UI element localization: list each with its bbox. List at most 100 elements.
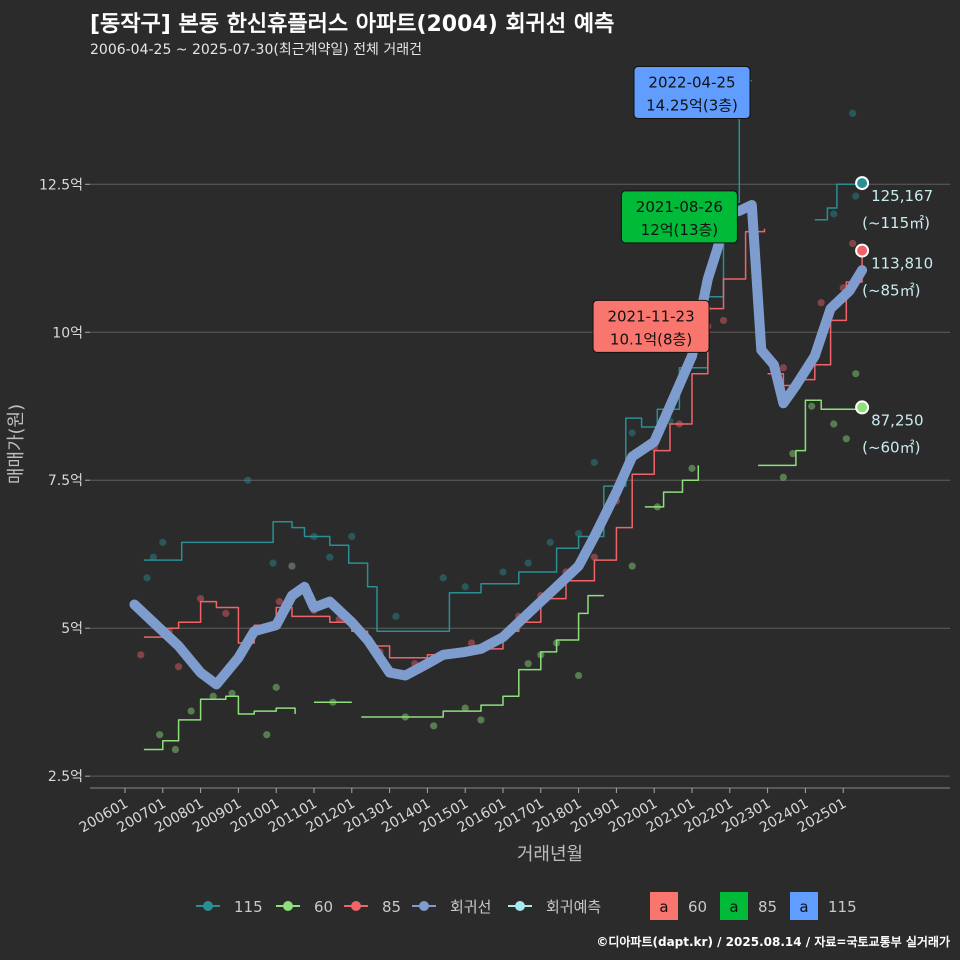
scatter-point-60 [628,562,636,570]
scatter-point-60 [228,689,236,697]
end-label-area: (~60㎡) [862,438,920,456]
end-marker [855,400,870,415]
scatter-point-115 [499,568,507,576]
series-line-115 [814,183,863,221]
scatter-point-115 [159,538,167,546]
end-marker [855,176,870,191]
legend-point-key [283,901,293,911]
legend-point-key [351,901,361,911]
y-tick-label: 12.5억 [39,177,83,193]
scatter-point-60 [842,435,850,443]
legend-label: 회귀예측 [546,898,601,916]
y-tick-label: 2.5억 [48,769,83,785]
legend-label-key [720,892,748,920]
end-label-area: (~115㎡) [862,214,930,232]
series-line-115 [143,79,752,632]
scatter-point-115 [830,210,838,218]
chart-subtitle: 2006-04-25 ~ 2025-07-30(최근계약일) 전체 거래건 [90,42,422,58]
scatter-point-85 [779,364,787,372]
scatter-point-115 [849,109,857,117]
annotation-date: 2021-08-26 [636,198,723,216]
regression-layer [129,200,868,690]
scatter-point-115 [590,458,598,467]
scatter-point-60 [524,660,532,668]
end-marker [855,243,870,258]
annotation-date: 2022-04-25 [648,74,735,92]
annotation-date: 2021-11-23 [607,307,694,325]
scatter-point-85 [137,651,145,659]
scatter-point-60 [209,692,217,700]
series-line-60 [758,399,863,467]
scatter-point-115 [269,559,277,567]
scatter-point-115 [143,574,151,582]
x-axis-title: 거래년월 [517,844,583,865]
scatter-point-115 [348,532,356,541]
legend-glyph: a [729,898,738,916]
scatter-point-115 [852,192,860,200]
legend-point-key [203,901,213,911]
legend-glyph: a [659,898,668,916]
scatter-point-60 [779,473,787,481]
legend-point-key [419,901,429,911]
scatter-point-60 [171,745,179,754]
scatter-point-85 [590,553,598,561]
legend-label: 85 [758,898,777,916]
scatter-point-85 [817,299,825,307]
scatter-point-85 [288,562,296,570]
scatter-point-60 [688,464,696,472]
axis-layer: 2.5억5억7.5억10억12.5억2006012007012008012009… [6,177,950,865]
scatter-point-60 [830,420,838,428]
end-label-area: (~85㎡) [862,282,920,300]
series-line-60 [143,695,296,751]
legend-label: 60 [688,898,707,916]
legend-label: 85 [382,898,401,916]
scatter-point-115 [149,553,157,561]
scatter-point-60 [575,671,583,680]
scatter-point-85 [197,595,205,603]
scatter-layer [137,109,860,754]
end-label-value: 113,810 [871,255,933,273]
scatter-point-60 [156,731,164,739]
y-axis-title: 매매가(원) [6,404,27,484]
annotation-value: 12억(13층) [641,221,718,239]
scatter-point-115 [524,559,532,567]
y-tick-label: 5억 [61,621,83,637]
chart-title: [동작구] 본동 한신휴플러스 아파트(2004) 회귀선 예측 [90,12,615,37]
legend-label-key [650,892,678,920]
scatter-point-60 [852,370,860,378]
scatter-point-115 [546,538,554,546]
scatter-point-115 [326,553,334,561]
annotation-box [592,299,710,353]
scatter-point-115 [392,612,400,620]
legend-point-key [515,901,525,911]
scatter-point-115 [461,583,469,591]
annotation-box [633,66,751,120]
scatter-point-115 [439,574,447,582]
series-layer [143,79,863,751]
annotation-value: 10.1억(8층) [610,330,692,348]
scatter-point-85 [222,609,230,617]
annotation-layer: 2022-04-25 14.25억(3층) 2021-08-26 12억(13층) 20… [592,66,933,456]
legend-glyph: a [799,898,808,916]
scatter-point-115 [575,529,583,538]
series-line-60 [361,594,604,718]
scatter-point-115 [628,429,636,437]
scatter-point-85 [849,239,857,248]
y-tick-label: 10억 [52,325,83,341]
scatter-point-60 [430,722,438,730]
legend-label: 60 [314,898,333,916]
scatter-point-60 [477,716,485,724]
end-label-value: 125,167 [871,187,933,205]
legend-label: 회귀선 [450,898,491,916]
scatter-point-60 [187,707,195,715]
legend-label: 115 [828,898,857,916]
scatter-point-60 [808,402,816,410]
scatter-point-60 [272,683,280,691]
scatter-point-115 [244,476,252,484]
grid-layer [90,183,950,777]
regression-line [129,200,868,690]
scatter-point-85 [467,639,476,647]
series-line-60 [644,465,700,508]
scatter-point-115 [288,562,296,570]
